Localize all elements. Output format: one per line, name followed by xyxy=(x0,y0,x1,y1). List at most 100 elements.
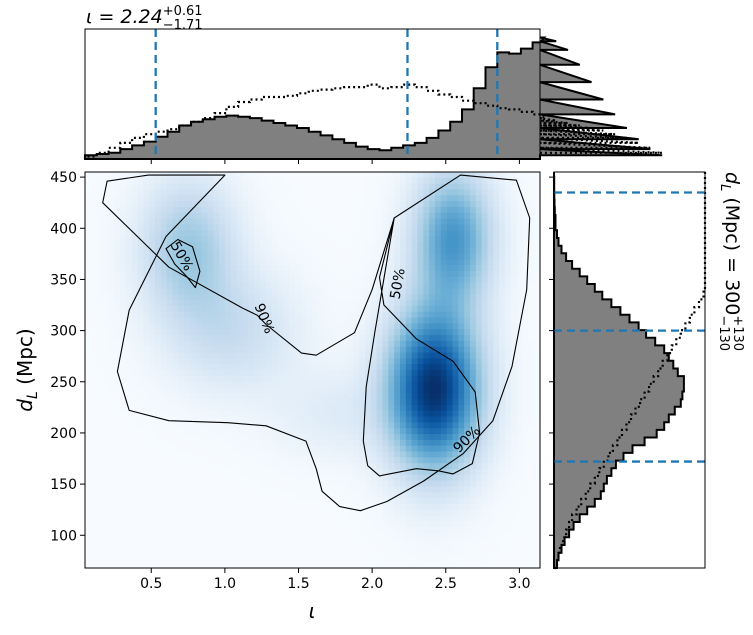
heatmap-cell xyxy=(178,457,185,464)
heatmap-cell xyxy=(475,253,483,260)
heatmap-cell xyxy=(242,288,249,295)
heatmap-cell xyxy=(172,340,179,348)
heatmap-cell xyxy=(306,241,314,249)
heatmap-cell xyxy=(493,352,500,359)
heatmap-cell xyxy=(178,177,185,185)
heatmap-cell xyxy=(324,562,331,569)
heatmap-cell xyxy=(306,340,314,348)
heatmap-cell xyxy=(429,224,436,231)
heatmap-cell xyxy=(114,206,121,214)
heatmap-cell xyxy=(96,375,104,383)
heatmap-cell xyxy=(341,282,349,290)
heatmap-cell xyxy=(446,486,454,493)
heatmap-cell xyxy=(195,236,203,243)
heatmap-cell xyxy=(131,346,139,354)
heatmap-cell xyxy=(125,265,133,272)
heatmap-cell xyxy=(394,364,401,371)
heatmap-cell xyxy=(248,300,255,307)
heatmap-cell xyxy=(341,346,349,354)
heatmap-cell xyxy=(388,422,395,429)
heatmap-cell xyxy=(149,428,156,435)
heatmap-cell xyxy=(423,556,430,563)
heatmap-cell xyxy=(207,515,214,523)
heatmap-cell xyxy=(306,201,314,208)
heatmap-cell xyxy=(236,346,244,354)
heatmap-cell xyxy=(85,247,92,255)
heatmap-cell xyxy=(90,189,98,196)
heatmap-cell xyxy=(330,503,337,511)
heatmap-cell xyxy=(306,172,314,179)
heatmap-cell xyxy=(172,195,179,202)
heatmap-cell xyxy=(359,457,366,464)
heatmap-cell xyxy=(155,527,162,534)
heatmap-cell xyxy=(475,288,483,295)
heatmap-cell xyxy=(85,323,92,330)
heatmap-cell xyxy=(435,317,442,325)
heatmap-cell xyxy=(230,393,238,400)
heatmap-cell xyxy=(90,294,98,301)
heatmap-cell xyxy=(277,212,284,220)
heatmap-cell xyxy=(487,370,494,377)
heatmap-cell xyxy=(324,445,331,453)
heatmap-cell xyxy=(102,276,109,284)
heatmap-cell xyxy=(184,422,191,429)
heatmap-cell xyxy=(102,282,109,290)
heatmap-cell xyxy=(283,253,290,260)
heatmap-cell xyxy=(195,445,203,453)
heatmap-cell xyxy=(131,556,139,563)
heatmap-cell xyxy=(481,393,489,400)
heatmap-cell xyxy=(417,533,424,540)
heatmap-cell xyxy=(300,533,308,540)
heatmap-cell xyxy=(108,492,115,499)
heatmap-cell xyxy=(330,340,337,348)
heatmap-cell xyxy=(225,387,232,394)
heatmap-cell xyxy=(435,172,442,179)
heatmap-cell xyxy=(510,241,518,249)
heatmap-cell xyxy=(353,562,360,569)
heatmap-cell xyxy=(96,253,104,260)
heatmap-cell xyxy=(271,469,279,476)
heatmap-cell xyxy=(236,492,244,499)
heatmap-cell xyxy=(324,556,331,563)
heatmap-cell xyxy=(382,271,389,278)
heatmap-cell xyxy=(271,364,279,371)
heatmap-cell xyxy=(429,352,436,359)
heatmap-cell xyxy=(102,201,109,208)
heatmap-cell xyxy=(499,323,506,330)
heatmap-cell xyxy=(201,218,209,226)
heatmap-cell xyxy=(295,422,302,429)
heatmap-cell xyxy=(505,474,512,482)
heatmap-cell xyxy=(505,305,512,313)
heatmap-cell xyxy=(446,439,454,447)
heatmap-cell xyxy=(242,195,249,202)
heatmap-cell xyxy=(382,340,389,348)
heatmap-cell xyxy=(184,556,191,563)
heatmap-cell xyxy=(505,276,512,284)
heatmap-cell xyxy=(295,183,302,191)
heatmap-cell xyxy=(108,527,115,534)
heatmap-cell xyxy=(411,323,419,330)
heatmap-cell xyxy=(505,224,512,231)
heatmap-cell xyxy=(487,538,494,546)
heatmap-cell xyxy=(160,340,168,348)
heatmap-cell xyxy=(481,323,489,330)
heatmap-cell xyxy=(411,515,419,523)
heatmap-cell xyxy=(341,265,349,272)
heatmap-cell xyxy=(446,352,454,359)
heatmap-cell xyxy=(96,387,104,394)
heatmap-cell xyxy=(102,416,109,424)
heatmap-cell xyxy=(505,550,512,557)
heatmap-cell xyxy=(505,340,512,348)
heatmap-cell xyxy=(458,387,465,394)
heatmap-cell xyxy=(149,556,156,563)
heatmap-cell xyxy=(283,375,290,383)
heatmap-cell xyxy=(335,439,343,447)
heatmap-cell xyxy=(499,189,506,196)
heatmap-cell xyxy=(394,300,401,307)
heatmap-cell xyxy=(405,480,413,488)
heatmap-cell xyxy=(120,434,127,441)
heatmap-cell xyxy=(499,271,506,278)
heatmap-cell xyxy=(242,451,249,458)
heatmap-cell xyxy=(96,381,104,389)
heatmap-cell xyxy=(254,521,261,528)
